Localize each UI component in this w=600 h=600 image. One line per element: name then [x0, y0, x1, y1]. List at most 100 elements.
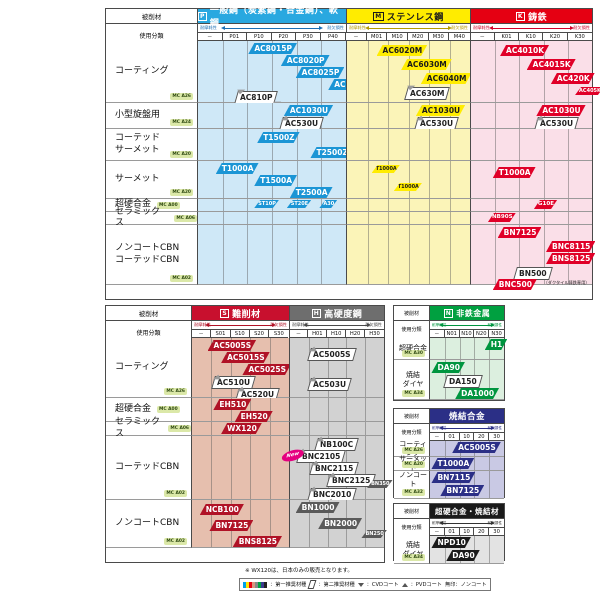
grade-chip[interactable]: DA150 [442, 375, 483, 388]
grade-chip-body[interactable]: DA90 [446, 550, 479, 561]
page-reference-badge[interactable]: MC A02 [164, 538, 187, 545]
page-reference-badge[interactable]: MC A02 [164, 490, 187, 497]
grade-chip[interactable]: T1000A [372, 165, 400, 173]
grade-chip-body[interactable]: AC5005S [208, 340, 257, 351]
grade-chip-body[interactable]: BN350 [367, 480, 392, 488]
grade-chip-body[interactable]: AC8015P [248, 43, 297, 54]
grade-chip-body[interactable]: AC420K [551, 73, 595, 84]
grade-chip-body[interactable]: BNC500 [493, 279, 537, 290]
grade-chip[interactable]: BNS8125 [546, 253, 595, 264]
grade-chip-body[interactable]: AC4015K [527, 59, 576, 70]
grade-chip[interactable]: BNS8125 [233, 536, 282, 547]
grade-chip-body[interactable]: EH510 [213, 399, 251, 410]
grade-chip[interactable]: AC8025P [296, 67, 345, 78]
grade-chip-body[interactable]: T1000A [493, 167, 536, 178]
grade-chip[interactable]: BN1000 [296, 502, 340, 513]
grade-chip-body[interactable]: T1000A [431, 458, 474, 469]
grade-chip-body[interactable]: T1000A [394, 183, 422, 191]
grade-chip[interactable]: ST20E [287, 200, 311, 208]
grade-chip[interactable]: T1000A [493, 167, 536, 178]
grade-chip-body[interactable]: AC6040M [421, 73, 472, 84]
grade-chip-body[interactable]: AC1030U [416, 105, 465, 116]
grade-chip-body[interactable]: ST10P [254, 200, 279, 208]
grade-chip[interactable]: DA90 [446, 550, 479, 561]
grade-chip[interactable]: EH520 [235, 411, 273, 422]
grade-chip-body[interactable]: AC405K [575, 87, 600, 95]
grade-chip[interactable]: AC5005S [208, 340, 257, 351]
page-reference-badge[interactable]: MC A34 [402, 554, 425, 561]
grade-chip[interactable]: AC4010K [500, 45, 549, 56]
grade-chip[interactable]: T2500A [290, 187, 333, 198]
grade-chip[interactable]: EH510 [213, 399, 251, 410]
grade-chip-body[interactable]: BN7125 New [209, 520, 253, 531]
grade-chip[interactable]: H1 [485, 339, 508, 350]
page-reference-badge[interactable]: MC A26 [170, 93, 193, 100]
grade-chip[interactable]: T2500Z [310, 147, 352, 158]
page-reference-badge[interactable]: MC A32 [402, 489, 425, 496]
grade-chip-body[interactable]: BN250 [361, 530, 386, 538]
grade-chip[interactable]: AC5005S [452, 442, 501, 453]
grade-chip-body[interactable]: BNS8125 [233, 536, 282, 547]
grade-chip-body[interactable]: NCB100 [200, 504, 244, 515]
grade-chip-body[interactable]: BN7125 New [440, 485, 484, 496]
grade-chip[interactable]: DA1000 [455, 388, 499, 399]
grade-chip-body[interactable]: EH520 [235, 411, 273, 422]
page-reference-badge[interactable]: MC A26 [164, 388, 187, 395]
grade-chip-body[interactable]: G10E [534, 200, 557, 209]
grade-chip[interactable]: T1000A [394, 183, 422, 191]
grade-chip[interactable]: BN2000 [318, 518, 362, 529]
grade-chip-body[interactable]: AC6020M [377, 45, 428, 56]
grade-chip[interactable]: AC420K [551, 73, 595, 84]
page-reference-badge[interactable]: MC A00 [157, 406, 180, 413]
grade-chip[interactable]: BNC500 [493, 279, 537, 290]
grade-chip-body[interactable]: H1 [485, 339, 508, 350]
grade-chip-body[interactable]: NPD10 [431, 537, 470, 548]
page-reference-badge[interactable]: MC A24 [170, 119, 193, 126]
grade-chip-body[interactable]: BN1000 [296, 502, 340, 513]
grade-chip-body[interactable]: AC8025P [296, 67, 345, 78]
grade-chip[interactable]: AC6040M [421, 73, 472, 84]
grade-chip-body[interactable]: AC5015S [221, 352, 270, 363]
grade-chip[interactable]: AC1030U [416, 105, 465, 116]
grade-chip-body[interactable]: BNS8125 [546, 253, 595, 264]
grade-chip[interactable]: ST10P [254, 200, 279, 208]
grade-chip-body[interactable]: BNC8115 [546, 241, 595, 252]
grade-chip[interactable]: AC8015P [248, 43, 297, 54]
grade-chip[interactable]: AC405K [575, 87, 600, 95]
grade-chip[interactable]: BN7115 [431, 472, 475, 483]
grade-chip[interactable]: AC1030U [536, 105, 585, 116]
grade-chip-body[interactable]: T2500A [290, 187, 333, 198]
grade-chip[interactable]: G10E [534, 200, 557, 209]
grade-chip-body[interactable]: AC4010K [500, 45, 549, 56]
grade-chip-body[interactable]: T1000A [216, 163, 259, 174]
grade-chip[interactable]: BN7125 New [498, 227, 542, 238]
grade-chip-body[interactable]: BN7125 New [498, 227, 542, 238]
grade-chip[interactable]: T1500A [254, 175, 297, 186]
page-reference-badge[interactable]: MC A20 [170, 151, 193, 158]
grade-chip[interactable]: T1500Z [257, 132, 299, 143]
grade-chip-body[interactable]: AC630M [404, 85, 451, 100]
grade-chip-body[interactable]: AC5005S [306, 346, 357, 361]
grade-chip[interactable]: AC503U [306, 376, 352, 391]
grade-chip[interactable]: AC5015S [221, 352, 270, 363]
grade-chip-body[interactable]: DA1000 [455, 388, 499, 399]
grade-chip-body[interactable]: AC5025S [242, 364, 291, 375]
grade-chip[interactable]: AC630M [404, 85, 451, 100]
grade-chip-body[interactable]: A30 [319, 200, 337, 208]
grade-chip[interactable]: BN7125 New [209, 520, 253, 531]
grade-chip-body[interactable]: DA150 [442, 375, 483, 388]
page-reference-badge[interactable]: MC A34 [402, 390, 425, 397]
grade-chip[interactable]: BN350 [367, 480, 392, 488]
grade-chip[interactable]: NB90S [488, 213, 516, 222]
grade-chip[interactable]: AC6030M [401, 59, 452, 70]
grade-chip-body[interactable]: NB90S [488, 213, 516, 222]
grade-chip[interactable]: DA90 [431, 362, 464, 373]
grade-chip-body[interactable]: AC8020P [281, 55, 330, 66]
page-reference-badge[interactable]: MC A26 [402, 447, 425, 454]
grade-chip-body[interactable]: AC1030U [536, 105, 585, 116]
grade-chip[interactable]: AC5025S [242, 364, 291, 375]
grade-chip[interactable]: AC1030U [284, 105, 333, 116]
grade-chip-body[interactable]: AC6030M [401, 59, 452, 70]
page-reference-badge[interactable]: MC A02 [170, 275, 193, 282]
grade-chip-body[interactable]: WX120 [221, 423, 262, 434]
